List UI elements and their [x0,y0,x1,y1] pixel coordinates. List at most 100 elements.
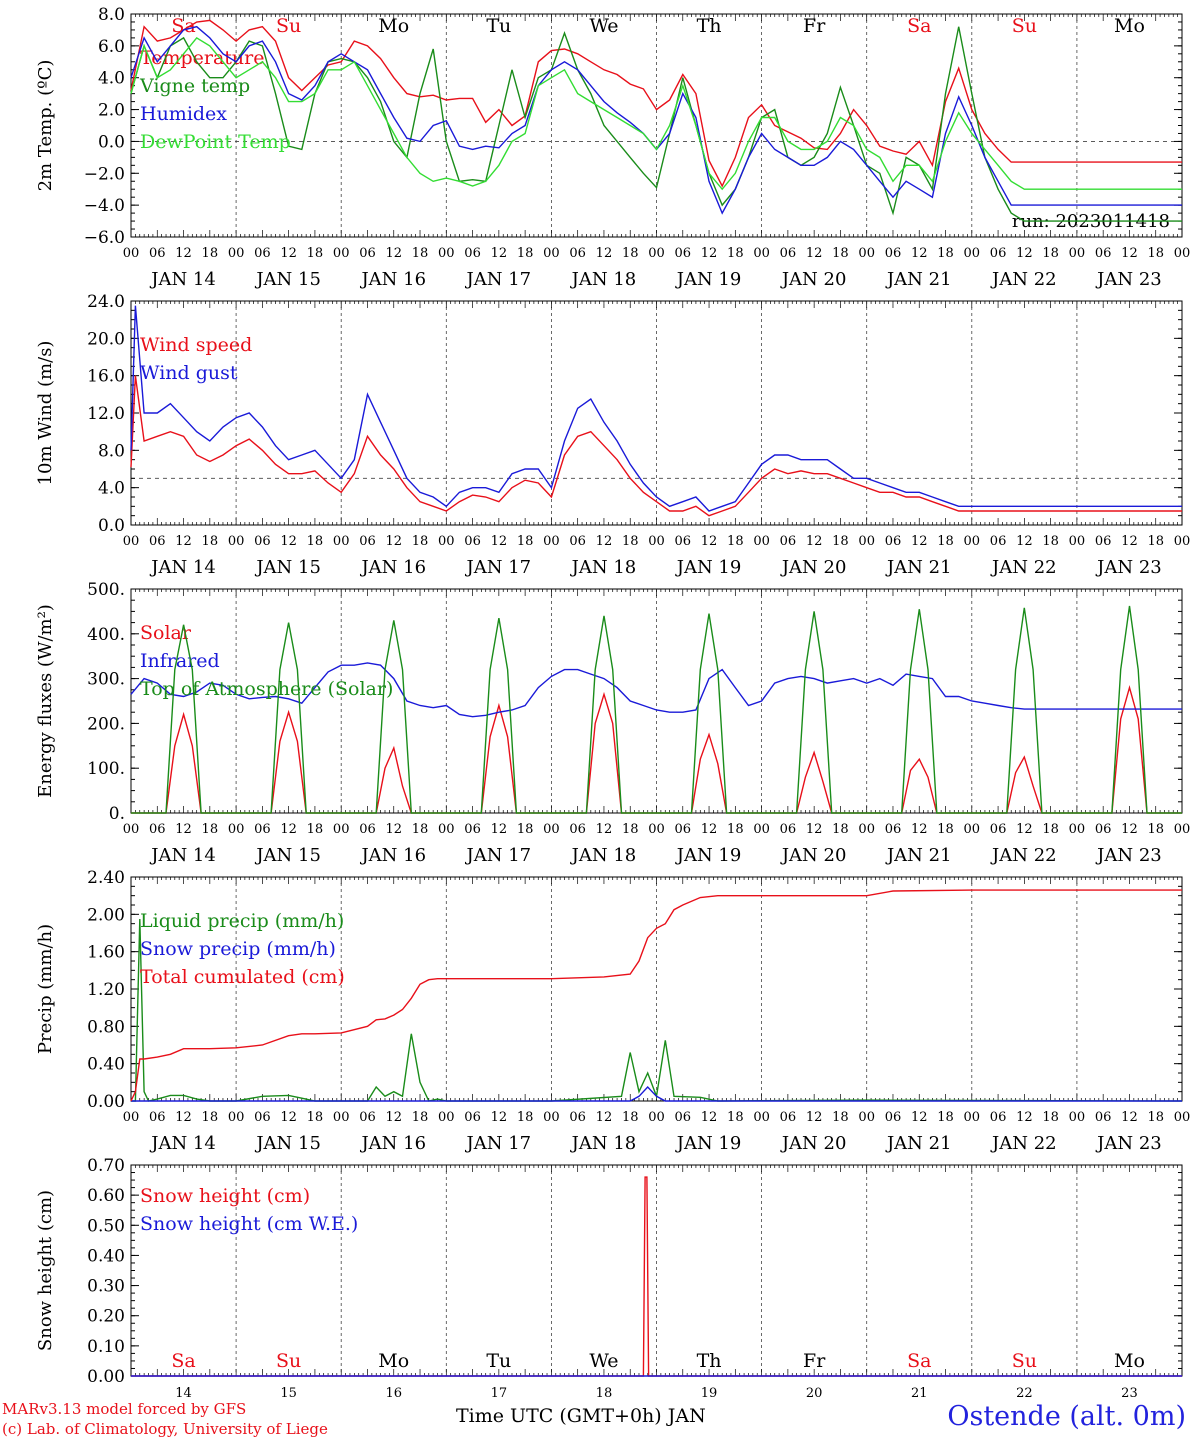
y-tick-label: 8.0 [98,441,125,461]
hour-tick-label: 18 [517,246,534,261]
hour-tick-label: 18 [832,534,849,549]
hour-tick-label: 00 [438,822,455,837]
y-tick-label: 24.0 [87,292,125,312]
date-label: JAN 19 [675,1133,742,1154]
hour-tick-label: 12 [1121,534,1138,549]
hour-tick-label: 12 [491,246,508,261]
hour-tick-label: 00 [123,1110,140,1125]
hour-tick-label: 12 [701,246,718,261]
hour-tick-label: 18 [1147,1110,1164,1125]
hour-tick-label: 12 [596,246,613,261]
hour-tick-label: 18 [412,246,429,261]
legend-entry: DewPoint Temp [140,131,291,153]
legend-entry: Total cumulated (cm) [140,966,345,988]
hour-tick-label: 12 [1016,1110,1033,1125]
hour-tick-label: 06 [464,1110,481,1125]
hour-tick-label: 12 [385,246,402,261]
hour-tick-label: 18 [307,246,324,261]
hour-tick-label: 18 [202,246,219,261]
y-tick-label: 1.60 [87,943,125,963]
hour-tick-label: 00 [858,822,875,837]
y-tick-label: 12.0 [87,404,125,424]
weekday-label: Sa [171,15,195,37]
hour-tick-label: 18 [412,822,429,837]
legend-entry: Snow precip (mm/h) [140,938,336,960]
hour-tick-label: 06 [254,1110,271,1125]
legend-entry: Infrared [140,650,220,672]
y-tick-label: 2.00 [87,905,125,925]
date-label: JAN 20 [780,845,847,866]
date-label: JAN 21 [885,557,952,578]
hour-tick-label: 12 [491,1110,508,1125]
y-tick-label: 0.20 [87,1307,125,1327]
date-label: JAN 21 [885,1133,952,1154]
date-label: JAN 15 [254,845,321,866]
hour-tick-label: 00 [543,1110,560,1125]
date-label: JAN 20 [780,1133,847,1154]
date-label: JAN 23 [1095,845,1162,866]
plot-frame [130,300,1183,526]
y-axis-label: Precip (mm/h) [35,924,56,1054]
hour-tick-label: 12 [280,246,297,261]
hour-tick-label: 18 [727,822,744,837]
hour-tick-label: 00 [1069,534,1086,549]
hour-tick-label: 06 [569,822,586,837]
hour-tick-label: 18 [307,534,324,549]
date-label: JAN 21 [885,269,952,290]
hour-tick-label: 12 [1016,246,1033,261]
y-tick-label: 1.20 [87,980,125,1000]
hour-tick-label: 00 [1069,822,1086,837]
weekday-label: Su [276,1350,301,1372]
legend-entry: Wind gust [140,362,238,384]
legend-entry: Solar [140,622,192,644]
hour-tick-label: 00 [123,246,140,261]
date-label: JAN 14 [149,557,216,578]
hour-tick-label: 06 [254,822,271,837]
hour-tick-label: 06 [569,246,586,261]
hour-tick-label: 06 [149,822,166,837]
hour-tick-label: 00 [228,1110,245,1125]
series-line-green [130,26,1182,222]
hour-tick-label: 06 [675,1110,692,1125]
legend-entry: Vigne temp [139,75,250,97]
hour-tick-label: 06 [359,1110,376,1125]
hour-tick-label: 12 [701,534,718,549]
hour-tick-label: 18 [412,534,429,549]
hour-tick-label: 00 [228,822,245,837]
hour-tick-label: 06 [149,534,166,549]
y-axis-label: 10m Wind (m/s) [35,341,56,486]
hour-tick-label: 06 [254,534,271,549]
date-label: JAN 18 [570,845,637,866]
day-number-label: 16 [385,1386,402,1401]
hour-tick-label: 18 [1042,534,1059,549]
hour-tick-label: 06 [254,246,271,261]
legend-entry: Humidex [140,103,227,125]
hour-tick-label: 00 [648,822,665,837]
date-label: JAN 22 [990,845,1057,866]
hour-tick-label: 06 [359,246,376,261]
y-tick-label: 20.0 [87,329,125,349]
hour-tick-label: 18 [1147,246,1164,261]
series-line-red [130,19,1182,188]
hour-tick-label: 00 [228,246,245,261]
day-number-label: 15 [280,1386,297,1401]
hour-tick-label: 00 [1069,1110,1086,1125]
hour-tick-label: 12 [701,822,718,837]
day-number-label: 14 [175,1386,192,1401]
hour-tick-label: 12 [491,822,508,837]
legend-entry: Temperature [140,47,264,69]
hour-tick-label: 18 [1147,534,1164,549]
x-axis-title: Time UTC (GMT+0h) JAN [456,1405,706,1427]
date-label: JAN 22 [990,557,1057,578]
hour-tick-label: 00 [543,246,560,261]
series-line-lightgreen [130,36,1182,191]
hour-tick-label: 18 [937,534,954,549]
weekday-label: Mo [1114,15,1145,37]
hour-tick-label: 18 [622,246,639,261]
hour-tick-label: 06 [359,822,376,837]
hour-tick-label: 06 [990,1110,1007,1125]
y-tick-label: 4.0 [98,69,125,89]
weekday-label: Fr [803,15,826,37]
hour-tick-label: 12 [806,246,823,261]
y-tick-label: 0.00 [87,1367,125,1387]
